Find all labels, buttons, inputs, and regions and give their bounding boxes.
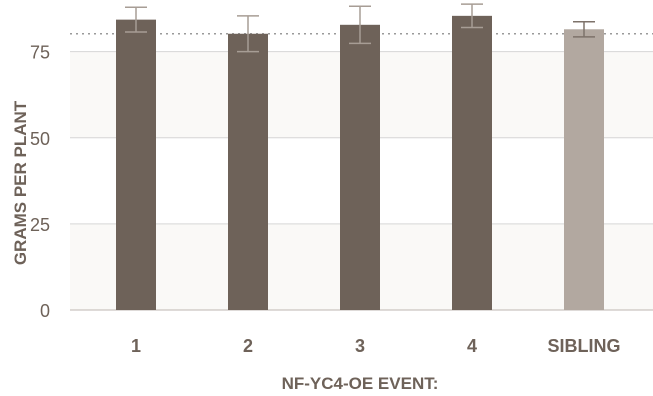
x-tick-label: 4 [467, 336, 477, 356]
y-tick-label: 0 [40, 301, 50, 321]
bar-event-3 [340, 24, 380, 311]
y-tick-label: 50 [30, 129, 50, 149]
x-axis-title: NF-YC4-OE EVENT: [282, 374, 439, 393]
error-bars [125, 3, 595, 53]
bar-sibling [564, 29, 604, 311]
bars [116, 15, 604, 311]
x-tick-label: 3 [355, 336, 365, 356]
x-axis-categories: 1 2 3 4 SIBLING [131, 336, 621, 356]
y-axis-title: GRAMS PER PLANT [11, 100, 30, 265]
x-tick-label: 2 [243, 336, 253, 356]
bar-event-2 [228, 33, 268, 310]
bar-event-4 [452, 15, 492, 310]
x-tick-label: SIBLING [547, 336, 620, 356]
y-axis-ticks: 0 25 50 75 [30, 43, 50, 321]
y-tick-label: 25 [30, 215, 50, 235]
y-tick-label: 75 [30, 43, 50, 63]
x-tick-label: 1 [131, 336, 141, 356]
bar-event-1 [116, 19, 156, 311]
